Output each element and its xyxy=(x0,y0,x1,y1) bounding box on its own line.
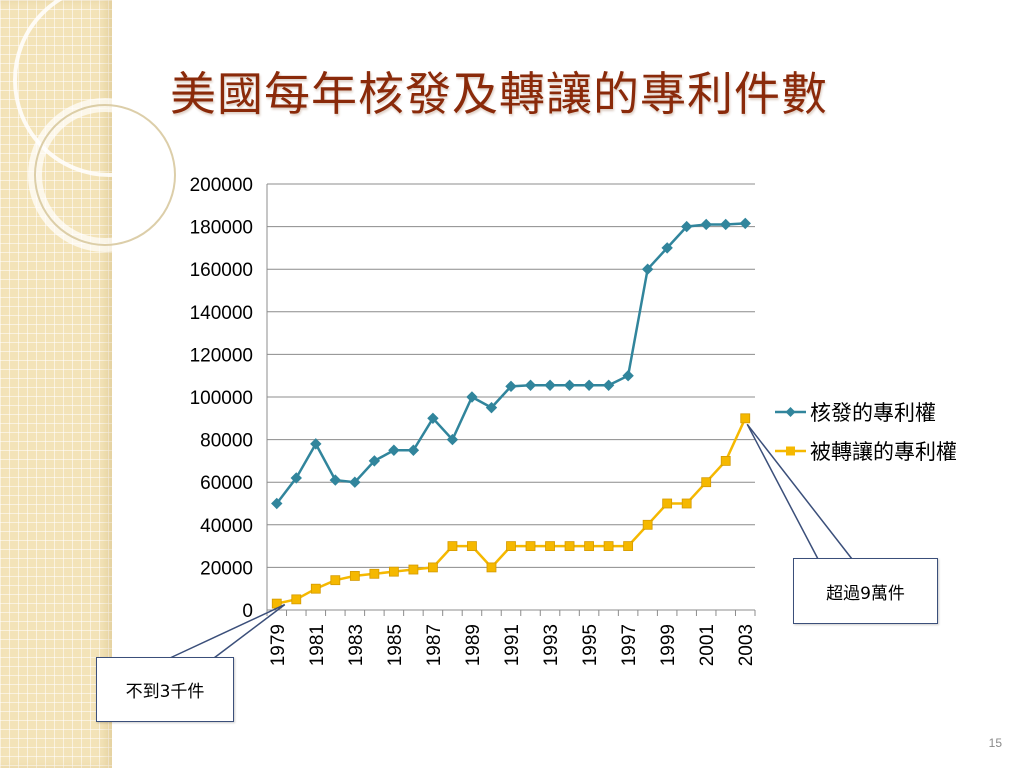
y-tick-label: 160000 xyxy=(190,260,253,281)
callout-over-90k: 超過9萬件 xyxy=(793,558,938,624)
y-tick-label: 100000 xyxy=(190,388,253,409)
series-point-1 xyxy=(310,438,322,450)
legend-marker-1 xyxy=(785,407,796,417)
series-point-1 xyxy=(271,497,283,510)
series-point-2 xyxy=(662,498,673,509)
series-point-2 xyxy=(584,541,594,551)
series-point-2 xyxy=(642,519,653,530)
series-point-1 xyxy=(427,412,439,425)
decorative-rings xyxy=(13,0,200,252)
series-point-2 xyxy=(486,562,497,573)
series-point-2 xyxy=(525,541,536,551)
series-point-2 xyxy=(408,564,419,575)
series-point-1 xyxy=(544,379,556,391)
y-tick-label: 180000 xyxy=(190,218,253,239)
series-point-1 xyxy=(446,433,459,446)
slide-title: 美國每年核發及轉讓的專利件數 xyxy=(170,67,828,121)
series-point-2 xyxy=(369,568,380,579)
callout-pointer-bottom-b xyxy=(213,604,286,659)
series-point-2 xyxy=(310,583,321,594)
series-point-1 xyxy=(583,379,595,391)
x-tick-label: 1987 xyxy=(424,624,445,666)
x-tick-label: 2001 xyxy=(697,624,718,666)
series-point-2 xyxy=(740,413,751,424)
series-point-1 xyxy=(720,218,732,231)
x-tick-label: 1999 xyxy=(658,624,679,666)
series-point-2 xyxy=(681,498,692,509)
legend-marker-2 xyxy=(786,446,795,456)
series-point-1 xyxy=(368,455,381,467)
series-point-2 xyxy=(506,541,516,551)
series-point-1 xyxy=(407,444,420,456)
x-tick-label: 1985 xyxy=(385,624,406,666)
x-tick-label: 1981 xyxy=(307,624,328,666)
x-tick-label: 2003 xyxy=(736,624,757,666)
series-point-1 xyxy=(641,263,654,275)
callout-under-3k: 不到3千件 xyxy=(96,657,234,722)
series-line-2 xyxy=(276,417,747,605)
series-point-2 xyxy=(349,571,360,581)
y-tick-label: 40000 xyxy=(200,516,253,537)
series-point-1 xyxy=(680,220,693,233)
y-tick-label: 200000 xyxy=(190,175,253,196)
series-point-1 xyxy=(329,474,342,486)
series-point-1 xyxy=(602,379,615,391)
callout-over-90k-text: 超過9萬件 xyxy=(826,583,905,604)
series-point-1 xyxy=(524,379,537,391)
series-point-1 xyxy=(349,476,361,488)
series-point-1 xyxy=(661,242,673,254)
x-tick-label: 1983 xyxy=(346,624,367,666)
y-tick-label: 0 xyxy=(242,601,253,622)
series-point-1 xyxy=(563,379,576,391)
callout-pointer-bottom-a xyxy=(169,603,286,659)
y-tick-label: 120000 xyxy=(190,345,253,366)
series-point-2 xyxy=(701,477,712,488)
series-point-2 xyxy=(603,541,614,551)
series-point-1 xyxy=(739,217,751,230)
x-tick-label: 1991 xyxy=(502,624,523,666)
x-tick-label: 1989 xyxy=(463,624,484,666)
series-point-1 xyxy=(485,401,498,414)
series-point-2 xyxy=(447,541,458,551)
series-point-1 xyxy=(700,218,712,231)
y-tick-label: 80000 xyxy=(200,431,253,452)
series-point-2 xyxy=(720,455,731,466)
series-line-1 xyxy=(275,222,746,505)
series-point-1 xyxy=(466,391,478,403)
series-point-2 xyxy=(388,566,399,577)
series-point-1 xyxy=(622,369,634,382)
y-tick-label: 20000 xyxy=(200,558,253,579)
series-point-2 xyxy=(428,562,438,573)
series-point-2 xyxy=(467,541,477,551)
x-tick-label: 1979 xyxy=(268,624,289,666)
series-point-1 xyxy=(388,444,400,456)
x-tick-label: 1993 xyxy=(541,624,562,666)
series-point-2 xyxy=(545,541,555,551)
callout-pointer-top-b xyxy=(746,423,853,560)
legend-label-1: 核發的專利權 xyxy=(810,401,936,425)
x-tick-label: 1995 xyxy=(580,624,601,666)
legend-label-2: 被轉讓的專利權 xyxy=(810,440,957,464)
series-point-1 xyxy=(290,472,302,484)
series-point-2 xyxy=(330,575,341,586)
page-number: 15 xyxy=(988,736,1002,750)
callout-under-3k-text: 不到3千件 xyxy=(125,682,205,702)
x-tick-label: 1997 xyxy=(619,624,640,666)
series-point-2 xyxy=(564,541,575,551)
series-point-1 xyxy=(505,380,517,393)
series-point-2 xyxy=(291,594,302,605)
series-point-2 xyxy=(623,541,634,551)
y-tick-label: 60000 xyxy=(200,473,253,494)
y-tick-label: 140000 xyxy=(190,303,253,324)
callout-pointer-top-a xyxy=(746,423,819,560)
